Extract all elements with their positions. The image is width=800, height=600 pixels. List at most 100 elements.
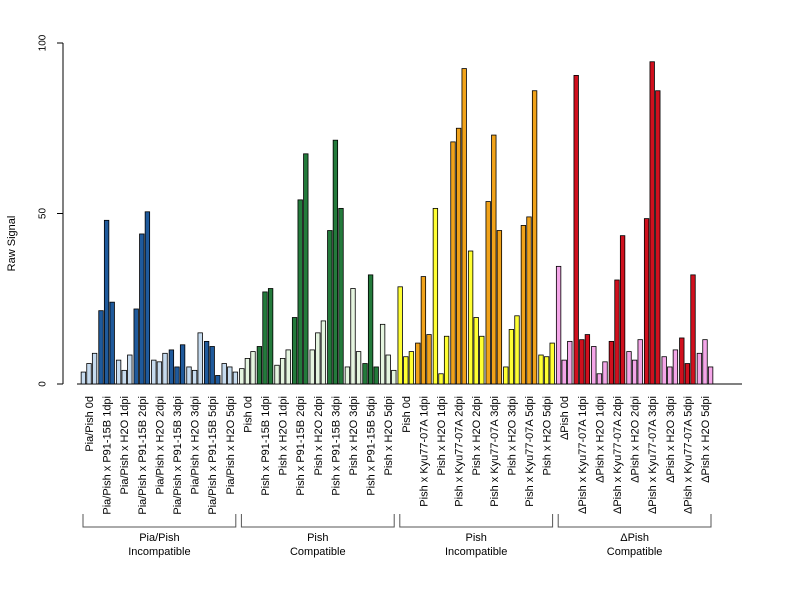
- category-label: Pia/Pish 0d: [84, 396, 96, 452]
- bar: [614, 279, 620, 385]
- bar: [86, 363, 92, 385]
- bar: [320, 320, 327, 385]
- bar: [121, 369, 127, 385]
- bar: [397, 286, 403, 385]
- bar: [174, 366, 180, 385]
- category-label: ΔPish x H2O 5dpi: [700, 396, 712, 483]
- bar: [127, 354, 133, 385]
- bar: [584, 334, 591, 385]
- bar: [274, 364, 280, 385]
- y-tick-label: 0: [38, 381, 49, 387]
- bar: [626, 351, 632, 385]
- category-label: Pish x H2O 1dpi: [278, 396, 290, 475]
- bar: [115, 359, 122, 385]
- bar: [602, 361, 608, 385]
- bar: [415, 342, 421, 385]
- category-label: Pish 0d: [401, 396, 413, 433]
- bar: [684, 363, 691, 385]
- bar: [168, 349, 175, 385]
- bar: [332, 139, 339, 385]
- group-bracket: [82, 514, 237, 528]
- bar: [555, 265, 562, 385]
- bar: [667, 366, 673, 385]
- category-label: ΔPish x Kyu77-07A 2dpi: [612, 396, 624, 514]
- bar: [672, 349, 679, 385]
- category-label: Pish x Kyu77-07A 3dpi: [489, 396, 501, 507]
- bar: [98, 310, 104, 385]
- bar: [696, 352, 703, 385]
- bar: [432, 207, 439, 385]
- category-label: Pish x Kyu77-07A 1dpi: [418, 396, 430, 507]
- bar: [327, 230, 333, 385]
- bar: [267, 288, 274, 385]
- bar: [373, 366, 379, 385]
- bar: [338, 207, 344, 385]
- category-label: Pia/Pish x H2O 1dpi: [119, 396, 131, 494]
- bar: [420, 276, 427, 385]
- bar: [156, 361, 163, 385]
- bar: [503, 366, 509, 385]
- group-bracket: [240, 514, 395, 528]
- bar: [473, 317, 479, 385]
- category-label: ΔPish 0d: [559, 396, 571, 440]
- bar: [438, 373, 444, 385]
- y-axis-title: Raw Signal: [6, 216, 18, 272]
- axes: 0 50 100 Raw Signal: [6, 34, 742, 387]
- category-label: Pish x H2O 1dpi: [436, 396, 448, 475]
- bar: [262, 291, 268, 385]
- bar: [643, 218, 650, 385]
- category-label: Pia/Pish x H2O 5dpi: [225, 396, 237, 494]
- bar: [244, 358, 251, 385]
- bar: [197, 332, 203, 385]
- bar: [403, 356, 409, 385]
- category-label: Pish x P91-15B 5dpi: [366, 396, 378, 496]
- bar: [455, 127, 462, 385]
- bar: [91, 352, 98, 385]
- bar: [661, 356, 667, 385]
- bar: [239, 368, 245, 385]
- bar: [232, 371, 239, 385]
- category-label: Pish x P91-15B 3dpi: [330, 396, 342, 496]
- bar: [350, 288, 356, 385]
- bar: [250, 351, 256, 385]
- category-label: ΔPish x Kyu77-07A 1dpi: [577, 396, 589, 514]
- bar: [450, 141, 456, 385]
- category-label: Pish x Kyu77-07A 2dpi: [454, 396, 466, 507]
- bar: [479, 335, 485, 385]
- bar: [619, 235, 626, 385]
- category-label: ΔPish x H2O 1dpi: [594, 396, 606, 483]
- bar: [367, 274, 374, 385]
- bar: [702, 339, 708, 385]
- group-label-line1: Pish: [307, 532, 328, 544]
- bar: [631, 359, 638, 385]
- group-label-line1: Pish: [465, 532, 486, 544]
- category-label: Pish x H2O 2dpi: [471, 396, 483, 475]
- bar: [514, 315, 520, 385]
- y-tick-label: 50: [38, 208, 49, 220]
- bar: [690, 274, 696, 385]
- bar: [256, 346, 263, 385]
- bar: [209, 346, 215, 385]
- bar: [297, 199, 303, 385]
- category-label: Pia/Pish x H2O 2dpi: [154, 396, 166, 494]
- bar: [362, 363, 368, 385]
- bar: [637, 339, 643, 385]
- bar: [591, 346, 597, 385]
- category-label: Pish x H2O 3dpi: [348, 396, 360, 475]
- bar: [103, 219, 110, 385]
- bar: [379, 323, 386, 385]
- bar: [227, 366, 233, 385]
- bar: [426, 334, 432, 385]
- bar: [608, 340, 615, 385]
- bar: [291, 317, 298, 385]
- category-label: Pish x H2O 2dpi: [313, 396, 325, 475]
- y-axis-ticks: 0 50 100: [38, 34, 63, 387]
- bar: [596, 373, 603, 385]
- bar: [679, 337, 685, 385]
- bar: [655, 90, 661, 385]
- bar: [538, 354, 544, 385]
- category-label: Pish 0d: [242, 396, 254, 433]
- bar: [309, 349, 315, 385]
- bar: [561, 359, 567, 385]
- category-label: ΔPish x Kyu77-07A 5dpi: [682, 396, 694, 514]
